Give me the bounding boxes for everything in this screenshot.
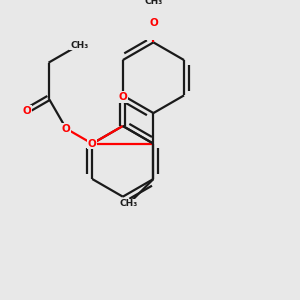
Text: O: O bbox=[22, 106, 31, 116]
Text: CH₃: CH₃ bbox=[70, 40, 88, 50]
Text: O: O bbox=[62, 124, 70, 134]
Text: CH₃: CH₃ bbox=[119, 200, 138, 208]
Text: O: O bbox=[149, 18, 158, 28]
Text: O: O bbox=[88, 139, 97, 149]
Text: CH₃: CH₃ bbox=[144, 0, 163, 6]
Text: O: O bbox=[118, 92, 127, 102]
